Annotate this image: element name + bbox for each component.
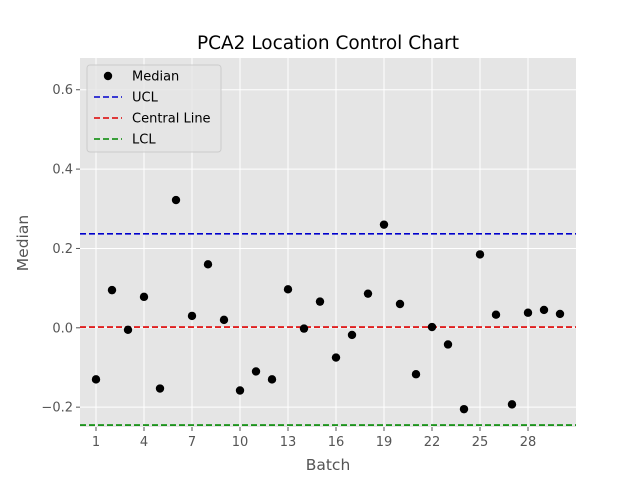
legend: Median UCL Central Line LCL (86, 64, 222, 153)
median-point (315, 297, 325, 306)
x-tick-label: 4 (140, 435, 148, 450)
legend-label: UCL (132, 91, 159, 106)
y-tick-label: 0.0 (52, 321, 73, 336)
median-point (555, 309, 565, 319)
legend-label: Central Line (132, 112, 211, 127)
median-point (395, 299, 405, 309)
x-tick-label: 28 (520, 435, 537, 450)
median-point (219, 315, 229, 325)
median-point (379, 220, 389, 229)
median-point (107, 285, 117, 295)
median-point (347, 330, 357, 340)
control-limit-lines (80, 232, 576, 426)
median-point (427, 322, 437, 332)
y-axis-ticks: −0.2 0.0 0.2 0.4 0.6 (41, 83, 80, 416)
median-point (203, 260, 213, 269)
x-tick-label: 22 (424, 435, 441, 450)
x-tick-label: 19 (376, 435, 393, 450)
legend-box (86, 64, 222, 153)
x-axis-ticks: 1 4 7 10 13 16 19 22 25 28 (92, 427, 536, 450)
median-point (91, 375, 101, 384)
y-tick-label: 0.4 (52, 163, 73, 178)
y-tick-label: 0.2 (52, 242, 73, 257)
median-point (299, 324, 309, 333)
median-point (251, 367, 261, 376)
median-point (411, 370, 421, 379)
y-tick-label: 0.6 (52, 83, 73, 98)
median-point (139, 292, 149, 302)
median-point (443, 340, 453, 349)
x-axis-label: Batch (306, 456, 351, 474)
x-tick-label: 10 (232, 435, 249, 450)
median-point (267, 375, 277, 384)
chart-title: PCA2 Location Control Chart (197, 33, 459, 54)
x-tick-label: 1 (92, 435, 100, 450)
legend-label: Median (132, 70, 179, 85)
median-point (283, 285, 293, 294)
legend-marker-median (103, 71, 113, 81)
x-tick-label: 25 (472, 435, 489, 450)
x-tick-label: 13 (280, 435, 297, 450)
median-point (459, 404, 469, 414)
x-tick-label: 7 (188, 435, 196, 450)
median-point (507, 400, 517, 409)
median-point (523, 308, 533, 317)
x-tick-label: 16 (328, 435, 345, 450)
median-point (123, 325, 133, 334)
legend-label: LCL (132, 133, 156, 148)
median-point (539, 305, 549, 315)
median-point (187, 311, 197, 321)
median-point (491, 310, 501, 319)
median-point (331, 353, 341, 362)
median-point (363, 289, 373, 298)
y-axis-label: Median (14, 215, 32, 271)
median-point (235, 386, 245, 395)
median-point (171, 195, 181, 205)
y-tick-label: −0.2 (41, 401, 73, 416)
median-point (155, 384, 165, 393)
median-points (91, 195, 565, 414)
median-point (475, 250, 485, 259)
